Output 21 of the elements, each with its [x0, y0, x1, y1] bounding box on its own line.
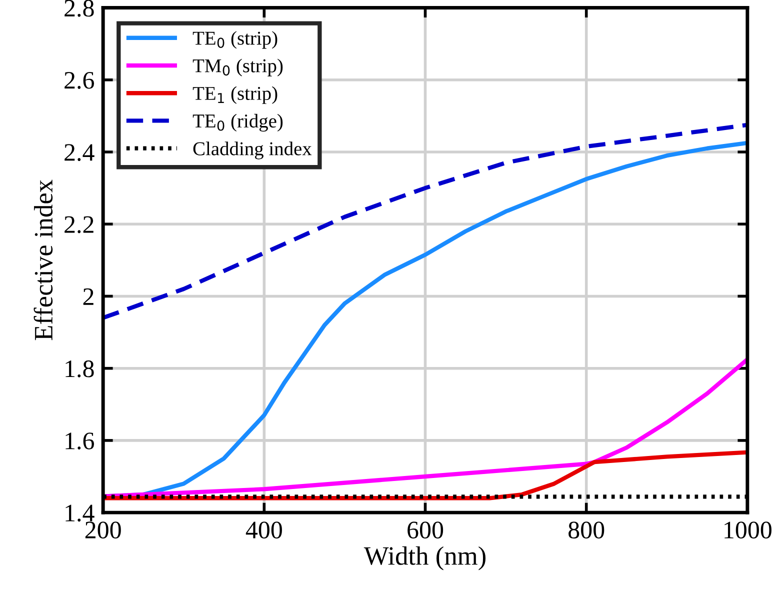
y-tick-label: 2.8 — [64, 0, 94, 17]
x-tick-label: 800 — [568, 522, 604, 538]
x-tick-label: 200 — [85, 522, 121, 538]
y-tick-label: 2.6 — [64, 72, 94, 89]
y-tick-label: 2.4 — [64, 144, 94, 162]
y-tick-label: 1.6 — [66, 432, 94, 450]
x-tick-label: 1000 — [724, 522, 772, 538]
legend-label: TM$_{0}$ (strip) — [192, 58, 283, 76]
y-tick-label: 1.4 — [66, 504, 94, 522]
legend-label: TE$_{0}$ (ridge) — [192, 114, 283, 132]
legend-label: TE$_{1}$ (strip) — [192, 86, 278, 104]
legend-label: Cladding index — [193, 142, 312, 160]
x-axis-title: Width (nm) — [364, 546, 486, 570]
y-axis-title: Effective index — [34, 180, 53, 340]
y-tick-label: 2.2 — [64, 216, 94, 234]
y-tick-label: 1.8 — [66, 360, 94, 378]
legend-label: TE$_{0}$ (strip) — [192, 31, 278, 49]
line-series — [103, 357, 748, 498]
x-tick-label: 600 — [408, 522, 444, 538]
y-tick-label: 2 — [83, 288, 94, 305]
x-tick-label: 400 — [246, 522, 282, 538]
